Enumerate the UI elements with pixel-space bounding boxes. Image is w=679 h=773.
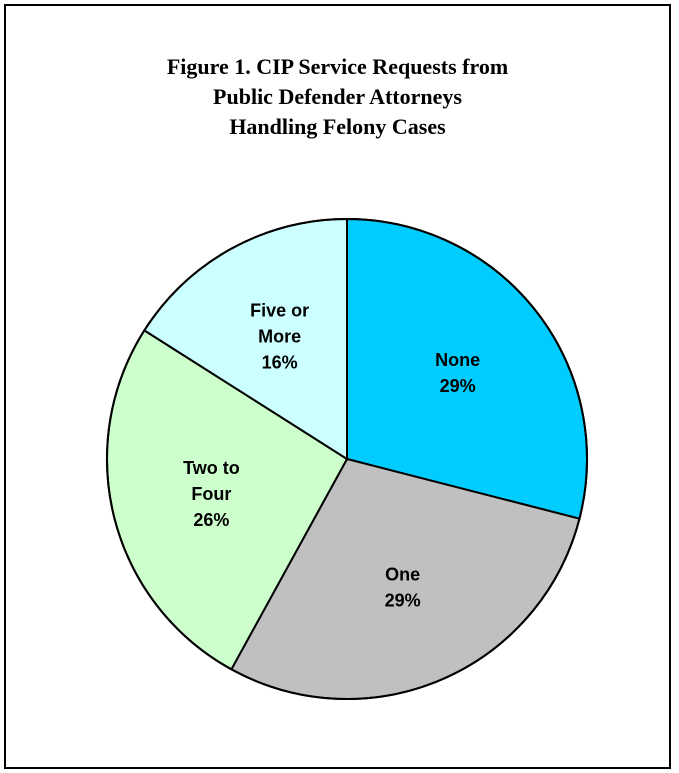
pie-slice-label-0: None 29% — [435, 350, 480, 396]
pie-slice-name-0: None — [435, 350, 480, 370]
pie-slice-name-1: One — [385, 565, 420, 585]
chart-title-line-1: Figure 1. CIP Service Requests from — [166, 54, 509, 79]
pie-slice-value-0: 29% — [440, 376, 476, 396]
pie-slice-label-1: One 29% — [385, 565, 421, 611]
chart-title-line-2: Public Defender Attorneys — [213, 84, 462, 109]
pie-slice-label-3: Five or More 16% — [250, 300, 309, 372]
pie-slice-name-2: Four — [191, 484, 231, 504]
pie-outline — [106, 218, 588, 700]
chart-title: Figure 1. CIP Service Requests from Publ… — [6, 52, 669, 142]
pie-slice-value-2: 26% — [193, 510, 229, 530]
pie-slice-name-2: Two to — [183, 458, 240, 478]
pie-slice-name-3: More — [258, 326, 301, 346]
pie-slice-value-3: 16% — [262, 352, 298, 372]
chart-title-line-3: Handling Felony Cases — [229, 114, 446, 139]
pie-slice-label-2: Two to Four 26% — [183, 458, 240, 530]
pie-slice-value-1: 29% — [385, 591, 421, 611]
pie-slice-name-3: Five or — [250, 300, 309, 320]
